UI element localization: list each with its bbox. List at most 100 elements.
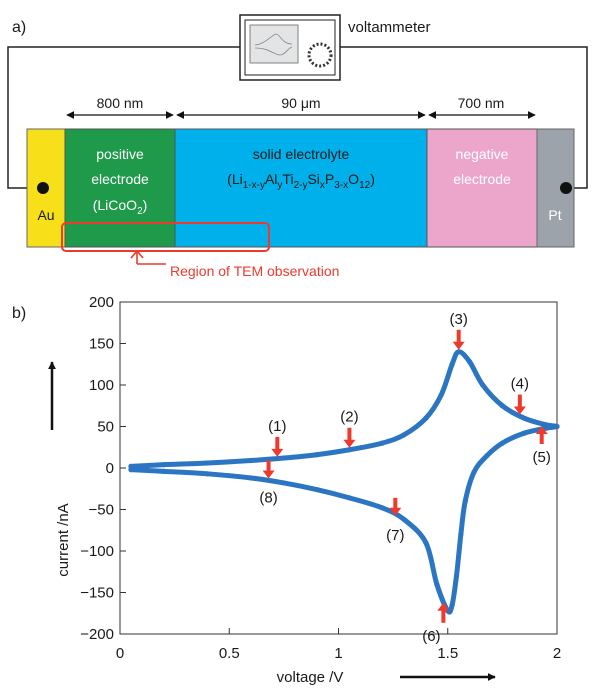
marker-arrow-head [271, 448, 284, 457]
positive-electrode-layer [64, 128, 176, 248]
electrolyte-formula-part: 12 [359, 180, 371, 191]
cv-data-point [204, 460, 210, 466]
cv-data-point [484, 452, 490, 459]
marker-label: (2) [340, 409, 358, 426]
wire-right [340, 46, 588, 189]
electrolyte-label-line1: solid electrolyte [253, 146, 350, 162]
cv-data-point [456, 349, 462, 355]
measurement-markers: (1) (2) (3) (4) (5) (6) (7) (8) [259, 311, 550, 645]
cv-data-point [521, 430, 527, 436]
cv-data-point [161, 462, 167, 468]
cv-data-point [204, 471, 210, 477]
cv-data-point [438, 392, 444, 398]
cv-data-point [401, 516, 407, 523]
marker-label: (7) [386, 527, 404, 544]
panel-b-label: b) [12, 305, 26, 322]
marker-7: (7) [386, 497, 404, 544]
y-tick-label: 50 [97, 419, 114, 436]
marker-3: (3) [450, 311, 468, 350]
cv-data-point [499, 403, 505, 409]
positive-formula: (LiCoO2) [93, 197, 148, 217]
cv-data-point [471, 469, 477, 475]
electrolyte-formula-part: ) [370, 171, 375, 187]
cv-data-point [449, 361, 455, 367]
cv-data-point [379, 505, 385, 511]
solid-electrolyte-layer [174, 128, 428, 248]
marker-6: (6) [422, 602, 450, 645]
marker-label: (8) [259, 489, 277, 506]
marker-label: (5) [533, 449, 551, 466]
x-tick-label: 1.5 [437, 645, 458, 662]
cv-data-point [314, 452, 320, 458]
marker-arrow-head [262, 470, 275, 479]
positive-label-line2: electrode [91, 171, 149, 187]
marker-label: (4) [511, 376, 529, 393]
marker-5: (5) [533, 426, 551, 466]
cv-data-point [453, 573, 460, 579]
negative-label-line2: electrode [453, 171, 511, 187]
electrolyte-formula-part: Ti [282, 171, 293, 187]
cv-data-point [554, 423, 560, 430]
y-tick-label: 0 [106, 460, 114, 477]
electrolyte-formula-part: 1-x-y [243, 180, 265, 191]
marker-arrow-head [437, 602, 450, 611]
marker-arrow-head [513, 406, 526, 415]
au-contact [37, 182, 49, 194]
cv-data-point [467, 359, 473, 365]
tem-region-box [61, 222, 270, 252]
dim-label-positive: 800 nm [97, 95, 144, 111]
x-tick-label: 2 [553, 645, 561, 662]
cv-data-point [521, 415, 527, 421]
cv-series-line [128, 349, 560, 615]
cv-data-point [499, 440, 505, 446]
marker-arrow-head [535, 426, 548, 435]
voltammeter-icon [239, 14, 341, 81]
dim-label-negative: 700 nm [458, 95, 505, 111]
pt-label: Pt [548, 207, 561, 223]
cv-data-point [423, 415, 429, 421]
cv-data-point [314, 486, 320, 493]
marker-2: (2) [340, 409, 359, 448]
cv-data-point [281, 455, 287, 461]
cv-data-point [281, 480, 287, 486]
y-tick-label: 150 [89, 336, 114, 353]
cv-data-point [346, 447, 353, 453]
y-tick-label: −200 [80, 626, 114, 643]
x-tick-label: 0 [116, 645, 124, 662]
cv-data-point [434, 581, 440, 587]
cv-data-point [401, 432, 407, 438]
electrolyte-formula-part: Si [307, 171, 319, 187]
electrolyte-formula-part: 3-x [334, 180, 348, 191]
marker-4: (4) [511, 376, 529, 415]
tem-label: Region of TEM observation [170, 263, 339, 279]
electrolyte-formula-part: 2-y [294, 180, 308, 191]
cv-data-point [449, 602, 455, 608]
electrolyte-formula-part: ( [227, 171, 232, 187]
x-axis-label: voltage /V [277, 669, 344, 686]
tem-pointer-arrow [130, 249, 144, 264]
cv-data-point [458, 531, 464, 538]
y-tick-label: −150 [80, 585, 114, 602]
marker-1: (1) [268, 418, 286, 457]
electrolyte-formula-part: Li [232, 171, 243, 187]
x-tick-label: 1 [334, 645, 342, 662]
cv-data-point [248, 457, 254, 464]
cv-data-point [543, 425, 549, 431]
marker-arrow-head [389, 507, 402, 516]
wire-left [7, 46, 240, 189]
y-tick-label: 200 [89, 294, 114, 311]
marker-label: (3) [450, 311, 468, 328]
marker-arrow-head [343, 439, 356, 448]
cv-data-point [480, 382, 486, 388]
cv-data-point [128, 467, 134, 473]
cv-data-point [161, 468, 167, 474]
negative-label-line1: negative [456, 146, 509, 162]
cv-data-point [462, 498, 468, 504]
marker-8: (8) [259, 460, 278, 506]
marker-arrow-head [452, 341, 465, 350]
cv-data-point [346, 495, 353, 501]
axis-ticks: 0 0.5 1 1.5 2 −200 −150 −100 −50 0 50 100 150 200 [80, 294, 561, 662]
electrolyte-formula-part: x [320, 180, 325, 191]
marker-label: (1) [268, 418, 286, 435]
